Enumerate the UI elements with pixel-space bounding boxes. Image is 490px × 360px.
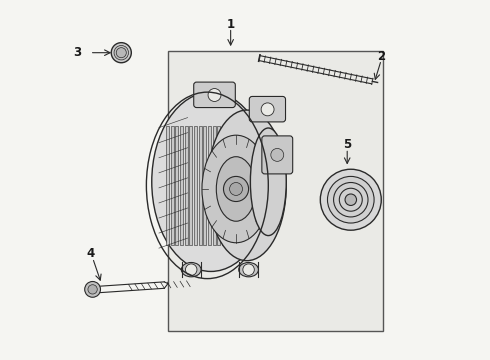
Bar xyxy=(180,126,183,244)
Bar xyxy=(175,126,178,244)
Circle shape xyxy=(88,285,97,294)
Bar xyxy=(190,126,192,244)
Text: 3: 3 xyxy=(73,46,81,59)
Circle shape xyxy=(327,176,374,223)
Bar xyxy=(218,126,220,244)
Bar xyxy=(168,51,383,330)
Ellipse shape xyxy=(152,92,270,271)
Circle shape xyxy=(345,194,357,206)
Bar xyxy=(171,126,173,244)
Ellipse shape xyxy=(181,262,201,277)
Text: 2: 2 xyxy=(377,50,385,63)
Circle shape xyxy=(320,169,381,230)
Bar xyxy=(208,126,211,244)
Circle shape xyxy=(271,148,284,161)
Circle shape xyxy=(334,183,368,217)
Circle shape xyxy=(111,42,131,63)
Bar xyxy=(213,126,216,244)
Bar xyxy=(166,126,169,244)
Ellipse shape xyxy=(216,157,256,221)
Circle shape xyxy=(261,103,274,116)
Circle shape xyxy=(243,264,254,275)
Bar xyxy=(199,126,201,244)
Circle shape xyxy=(114,45,128,60)
Bar xyxy=(194,126,197,244)
Ellipse shape xyxy=(239,262,258,277)
Ellipse shape xyxy=(207,110,286,261)
Bar xyxy=(203,126,206,244)
Bar xyxy=(222,126,225,244)
Ellipse shape xyxy=(202,135,270,243)
Circle shape xyxy=(339,188,362,211)
Circle shape xyxy=(223,176,248,202)
FancyBboxPatch shape xyxy=(249,96,286,122)
Text: 5: 5 xyxy=(343,138,351,150)
Bar xyxy=(227,126,230,244)
Bar xyxy=(185,126,188,244)
Ellipse shape xyxy=(250,128,286,235)
Circle shape xyxy=(85,282,100,297)
Text: 4: 4 xyxy=(87,247,95,260)
FancyBboxPatch shape xyxy=(262,136,293,174)
Text: 1: 1 xyxy=(226,18,235,31)
Circle shape xyxy=(208,89,221,102)
Circle shape xyxy=(230,183,243,195)
Circle shape xyxy=(186,264,197,275)
FancyBboxPatch shape xyxy=(194,82,235,108)
Circle shape xyxy=(116,48,126,58)
